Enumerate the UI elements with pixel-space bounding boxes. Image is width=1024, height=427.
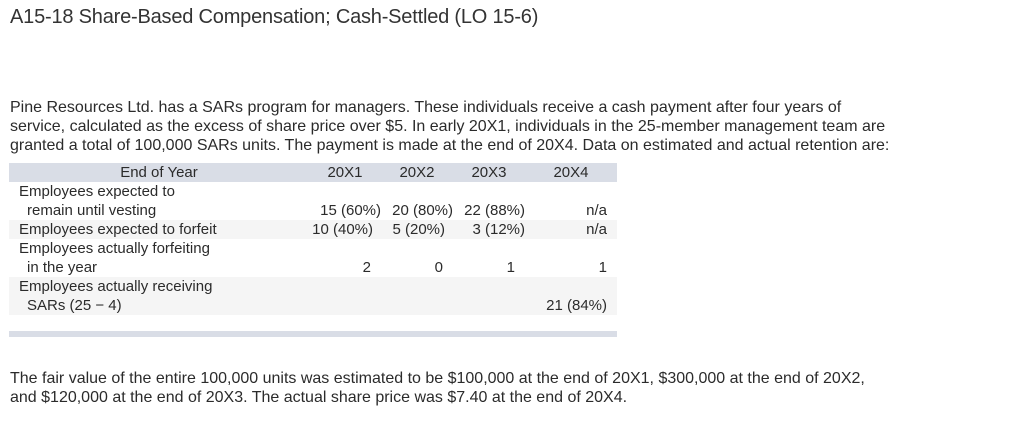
intro-line: service, calculated as the excess of sha… <box>10 118 886 135</box>
cell-20x1: 10 (40%) <box>309 220 381 239</box>
table-row: Employees expected to remain until vesti… <box>9 182 617 220</box>
problem-title: A15-18 Share-Based Compensation; Cash-Se… <box>10 6 539 28</box>
table-header-row: End of Year 20X1 20X2 20X3 20X4 <box>9 163 617 182</box>
cell-20x3: 22 (88%) <box>464 202 525 219</box>
header-20x4: 20X4 <box>525 163 617 182</box>
header-20x3: 20X3 <box>453 163 525 182</box>
row-label-line-1: Employees actually forfeiting <box>19 240 210 257</box>
row-label-line-2: SARs (25 − 4) <box>27 297 122 314</box>
row-label-line-2: in the year <box>27 259 98 276</box>
cell-20x3: 3 (12%) <box>453 220 525 239</box>
fair-value-paragraph: The fair value of the entire 100,000 uni… <box>10 369 1020 407</box>
row-label-line-1: Employees expected to <box>19 183 175 200</box>
retention-table: End of Year 20X1 20X2 20X3 20X4 Employee… <box>9 163 617 315</box>
cell-20x2: 0 <box>434 259 443 276</box>
cell-20x2 <box>381 277 453 315</box>
intro-line: Pine Resources Ltd. has a SARs program f… <box>10 99 842 116</box>
cell-20x3: 1 <box>506 259 515 276</box>
cell-20x1: 2 <box>362 259 371 276</box>
outro-line: and $120,000 at the end of 20X3. The act… <box>10 389 628 406</box>
cell-20x1: 15 (60%) <box>320 202 381 219</box>
outro-line: The fair value of the entire 100,000 uni… <box>10 370 865 387</box>
intro-paragraph: Pine Resources Ltd. has a SARs program f… <box>10 98 1024 155</box>
cell-20x2: 20 (80%) <box>392 202 453 219</box>
row-label: Employees expected to forfeit <box>9 220 309 239</box>
cell-20x4: 21 (84%) <box>525 277 617 315</box>
cell-20x4: n/a <box>525 220 617 239</box>
cell-20x3 <box>453 277 525 315</box>
table-row: Employees actually receiving SARs (25 − … <box>9 277 617 315</box>
row-label-line-1: Employees actually receiving <box>19 278 213 295</box>
cell-20x1 <box>309 277 381 315</box>
row-label: Employees actually forfeiting in the yea… <box>9 239 309 277</box>
header-20x2: 20X2 <box>381 163 453 182</box>
cell-20x4: n/a <box>586 202 607 219</box>
cell-20x4: 1 <box>598 259 607 276</box>
row-label-line-2: remain until vesting <box>27 202 157 219</box>
table-footer-bar <box>9 331 617 337</box>
table-row: Employees expected to forfeit 10 (40%) 5… <box>9 220 617 239</box>
cell-20x2: 5 (20%) <box>381 220 453 239</box>
header-end-of-year: End of Year <box>9 163 309 182</box>
row-label: Employees expected to remain until vesti… <box>9 182 309 220</box>
row-label: Employees actually receiving SARs (25 − … <box>9 277 309 315</box>
intro-line: granted a total of 100,000 SARs units. T… <box>10 137 890 154</box>
header-20x1: 20X1 <box>309 163 381 182</box>
table-row: Employees actually forfeiting in the yea… <box>9 239 617 277</box>
